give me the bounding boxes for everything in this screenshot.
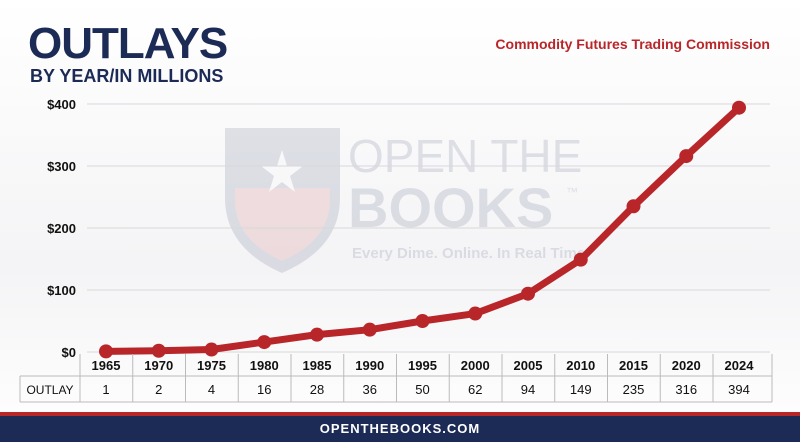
data-label: 394 bbox=[728, 382, 750, 397]
data-point bbox=[362, 322, 377, 337]
data-label: 28 bbox=[310, 382, 324, 397]
x-tick-label: 2020 bbox=[672, 358, 701, 373]
data-point bbox=[310, 327, 324, 342]
y-tick-label: $200 bbox=[47, 221, 76, 236]
chart-subtitle: BY YEAR/IN MILLIONS bbox=[30, 66, 224, 86]
x-tick-label: 2005 bbox=[514, 358, 543, 373]
data-label: 94 bbox=[521, 382, 535, 397]
x-tick-label: 1990 bbox=[355, 358, 384, 373]
data-label: 149 bbox=[570, 382, 592, 397]
data-point bbox=[521, 286, 535, 301]
data-point bbox=[99, 344, 113, 359]
data-label: 16 bbox=[257, 382, 271, 397]
y-tick-label: $400 bbox=[47, 97, 76, 112]
data-point bbox=[257, 335, 272, 350]
data-point bbox=[204, 342, 219, 357]
x-tick-label: 2024 bbox=[725, 358, 755, 373]
chart-title: OUTLAYS bbox=[28, 19, 228, 68]
data-point bbox=[679, 149, 694, 164]
data-label: 235 bbox=[623, 382, 645, 397]
footer-site: OPENTHEBOOKS.COM bbox=[0, 412, 800, 442]
watermark-line1: OPEN THE bbox=[348, 130, 582, 182]
data-label: 4 bbox=[208, 382, 215, 397]
x-tick-label: 2010 bbox=[566, 358, 595, 373]
data-label: 50 bbox=[415, 382, 429, 397]
x-tick-label: 1980 bbox=[250, 358, 279, 373]
x-tick-label: 1965 bbox=[92, 358, 121, 373]
watermark: OPEN THE BOOKS ™ Every Dime. Online. In … bbox=[225, 128, 589, 273]
y-tick-label: $300 bbox=[47, 159, 76, 174]
x-tick-label: 1985 bbox=[303, 358, 332, 373]
data-point bbox=[732, 100, 746, 115]
data-label: 316 bbox=[675, 382, 697, 397]
watermark-line2: BOOKS bbox=[348, 176, 553, 239]
y-tick-label: $0 bbox=[62, 345, 76, 360]
data-label: 36 bbox=[363, 382, 377, 397]
x-tick-label: 2015 bbox=[619, 358, 648, 373]
data-label: 62 bbox=[468, 382, 482, 397]
watermark-trademark: ™ bbox=[566, 185, 578, 199]
x-tick-label: 2000 bbox=[461, 358, 490, 373]
x-tick-label: 1975 bbox=[197, 358, 226, 373]
data-label: 2 bbox=[155, 382, 162, 397]
shield-logo-icon bbox=[225, 128, 340, 273]
data-point bbox=[468, 306, 483, 321]
data-point bbox=[151, 343, 166, 358]
x-tick-label: 1995 bbox=[408, 358, 437, 373]
data-point bbox=[626, 199, 641, 214]
data-point bbox=[573, 252, 588, 267]
agency-name: Commodity Futures Trading Commission bbox=[495, 36, 770, 52]
x-tick-label: 1970 bbox=[144, 358, 173, 373]
watermark-tagline: Every Dime. Online. In Real Time. bbox=[352, 245, 589, 262]
data-point bbox=[415, 314, 430, 328]
table-row-label: OUTLAY bbox=[26, 383, 73, 397]
data-label: 1 bbox=[102, 382, 109, 397]
y-tick-label: $100 bbox=[47, 283, 76, 298]
